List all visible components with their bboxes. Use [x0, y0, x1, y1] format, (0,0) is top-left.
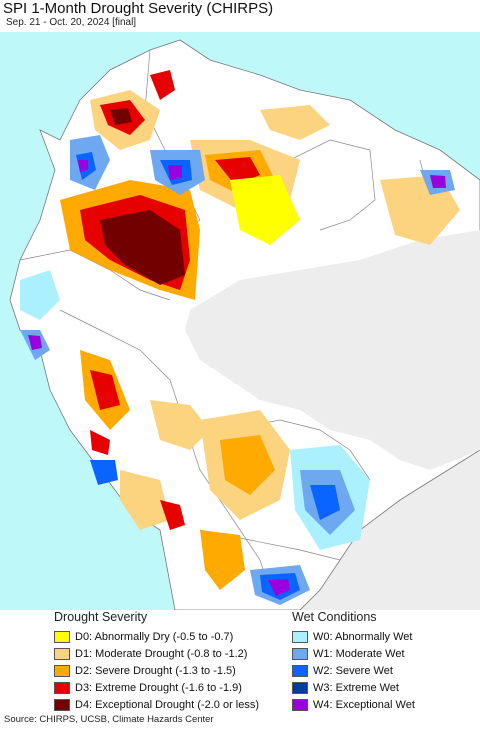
drought-legend-label: D3: Extreme Drought (-1.6 to -1.9) [75, 681, 242, 694]
wet-legend-label: W2: Severe Wet [313, 664, 393, 677]
source-credit: Source: CHIRPS, UCSB, Climate Hazards Ce… [4, 714, 214, 725]
wet-legend-swatch [292, 647, 308, 660]
map-title: SPI 1-Month Drought Severity (CHIRPS) [3, 0, 274, 17]
header: SPI 1-Month Drought Severity (CHIRPS) Se… [0, 0, 480, 32]
drought-legend-swatch [54, 664, 70, 677]
wet-patches [20, 135, 455, 605]
map-subtitle: Sep. 21 - Oct. 20, 2024 [final] [6, 17, 137, 28]
drought-legend-item: D4: Exceptional Drought (-2.0 or less) [54, 696, 259, 713]
outside-domain-south [310, 490, 480, 610]
wet-legend-label: W4: Exceptional Wet [313, 698, 415, 711]
wet-legend-label: W3: Extreme Wet [313, 681, 399, 694]
wet-legend-label: W0: Abnormally Wet [313, 630, 413, 643]
wet-legend-item: W4: Exceptional Wet [292, 696, 415, 713]
drought-legend-swatch [54, 698, 70, 711]
drought-legend-label: D2: Severe Drought (-1.3 to -1.5) [75, 664, 236, 677]
wet-legend: Wet Conditions W0: Abnormally Wet W1: Mod… [292, 610, 415, 713]
drought-legend: Drought Severity D0: Abnormally Dry (-0.… [54, 610, 259, 713]
wet-legend-swatch [292, 630, 308, 643]
drought-legend-item: D3: Extreme Drought (-1.6 to -1.9) [54, 679, 259, 696]
drought-legend-title: Drought Severity [54, 610, 148, 624]
drought-legend-item: D0: Abnormally Dry (-0.5 to -0.7) [54, 628, 259, 645]
drought-legend-label: D4: Exceptional Drought (-2.0 or less) [75, 698, 260, 711]
wet-legend-item: W2: Severe Wet [292, 662, 415, 679]
drought-legend-item: D2: Severe Drought (-1.3 to -1.5) [54, 662, 259, 679]
wet-legend-swatch [292, 664, 308, 677]
wet-legend-title: Wet Conditions [292, 610, 377, 624]
drought-map [0, 30, 480, 610]
legend: Drought Severity D0: Abnormally Dry (-0.… [0, 610, 480, 714]
outside-domain-brazil [185, 230, 480, 470]
drought-legend-swatch [54, 681, 70, 694]
drought-legend-label: D1: Moderate Drought (-0.8 to -1.2) [75, 647, 248, 660]
drought-patches [60, 70, 460, 590]
drought-legend-swatch [54, 630, 70, 643]
drought-legend-label: D0: Abnormally Dry (-0.5 to -0.7) [75, 630, 234, 643]
caribbean-sea [0, 30, 480, 180]
wet-legend-swatch [292, 698, 308, 711]
wet-legend-item: W1: Moderate Wet [292, 645, 415, 662]
drought-legend-swatch [54, 647, 70, 660]
wet-legend-label: W1: Moderate Wet [313, 647, 405, 660]
wet-legend-item: W3: Extreme Wet [292, 679, 415, 696]
drought-legend-item: D1: Moderate Drought (-0.8 to -1.2) [54, 645, 259, 662]
pacific-ocean [0, 125, 175, 610]
wet-legend-item: W0: Abnormally Wet [292, 628, 415, 645]
wet-legend-swatch [292, 681, 308, 694]
